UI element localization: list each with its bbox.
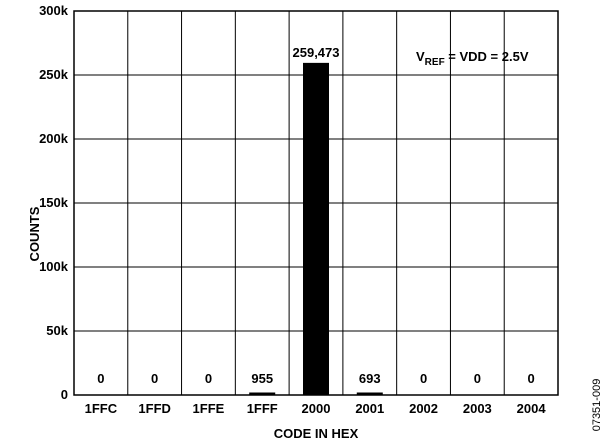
x-tick-label: 2002 bbox=[409, 401, 438, 416]
x-tick-label: 1FFC bbox=[85, 401, 118, 416]
x-tick-label: 2003 bbox=[463, 401, 492, 416]
bar-value-label: 0 bbox=[474, 371, 481, 386]
plot-frame bbox=[73, 10, 559, 396]
data-labels: 0 0 0 955 259,473 693 0 0 0 bbox=[97, 45, 534, 386]
y-axis-title: COUNTS bbox=[27, 206, 42, 261]
bar-value-label: 0 bbox=[97, 371, 104, 386]
annotation-prefix: V bbox=[416, 49, 425, 64]
annotation-subscript: REF bbox=[425, 57, 445, 68]
x-tick-label: 2001 bbox=[355, 401, 384, 416]
bar bbox=[356, 392, 383, 395]
figure-id: 07351-009 bbox=[591, 379, 603, 432]
bar-value-label: 259,473 bbox=[293, 45, 340, 60]
y-tick-label: 200k bbox=[39, 131, 69, 146]
bar-value-label: 693 bbox=[359, 371, 381, 386]
bar-value-label: 955 bbox=[251, 371, 273, 386]
y-tick-label: 50k bbox=[46, 323, 68, 338]
bar-value-label: 0 bbox=[151, 371, 158, 386]
y-axis-ticks: 0 50k 100k 150k 200k 250k 300k bbox=[39, 3, 69, 402]
bar-value-label: 0 bbox=[527, 371, 534, 386]
x-axis-title: CODE IN HEX bbox=[274, 426, 359, 441]
x-tick-label: 1FFD bbox=[138, 401, 171, 416]
vref-annotation: VREF = VDD = 2.5V bbox=[416, 49, 529, 68]
x-tick-label: 1FFE bbox=[193, 401, 225, 416]
bar-value-label: 0 bbox=[205, 371, 212, 386]
x-tick-label: 1FFF bbox=[247, 401, 278, 416]
bar-value-label: 0 bbox=[420, 371, 427, 386]
y-tick-label: 300k bbox=[39, 3, 69, 18]
y-tick-label: 100k bbox=[39, 259, 69, 274]
bar bbox=[249, 392, 276, 395]
x-axis-ticks: 1FFC 1FFD 1FFE 1FFF 2000 2001 2002 2003 2004 bbox=[85, 401, 547, 416]
annotation-suffix: = VDD = 2.5V bbox=[445, 49, 529, 64]
bar bbox=[303, 62, 329, 395]
x-tick-label: 2004 bbox=[517, 401, 547, 416]
y-tick-label: 250k bbox=[39, 67, 69, 82]
y-tick-label: 150k bbox=[39, 195, 69, 210]
x-tick-label: 2000 bbox=[302, 401, 331, 416]
bars bbox=[249, 62, 383, 395]
y-tick-label: 0 bbox=[61, 387, 68, 402]
